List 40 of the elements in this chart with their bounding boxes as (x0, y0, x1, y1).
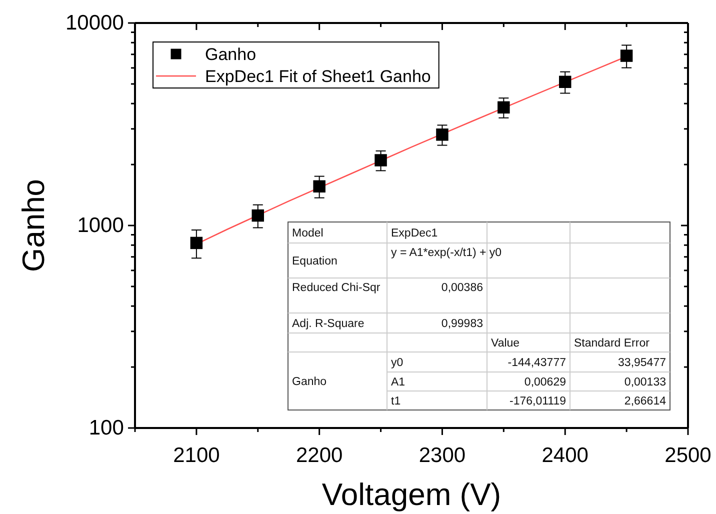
annotation: Reduced Chi-Sqr (292, 282, 380, 294)
annotation: A1 (391, 376, 406, 388)
point (498, 101, 510, 114)
annotation: Adj. R-Square (292, 318, 364, 330)
annotation: Model (292, 228, 324, 240)
annotation: 0,00629 (524, 376, 566, 388)
annotation: Standard Error (574, 338, 650, 350)
x-tick-label: 2500 (664, 444, 712, 468)
x-tick-label: 2200 (296, 444, 343, 468)
legend-label: ExpDec1 Fit of Sheet1 Ganho (205, 67, 431, 86)
x-axis-title: Voltagem (V) (322, 477, 502, 512)
x-tick-label: 2400 (542, 444, 588, 468)
x-tick-label: 2100 (173, 444, 220, 468)
y-axis-title: Ganho (16, 178, 51, 272)
point (558, 76, 572, 88)
annotation: Value (491, 338, 520, 350)
annotation: y0 (391, 357, 404, 369)
annotation: ExpDec1 (391, 228, 438, 240)
point (436, 128, 448, 141)
y-tick-label: 10000 (65, 12, 124, 35)
legend-label: Ganho (205, 45, 256, 64)
point (374, 154, 387, 166)
annotation: -176,01119 (510, 396, 566, 408)
point (620, 50, 633, 62)
y-tick-label: 1000 (77, 214, 124, 238)
annotation: 0,00133 (624, 376, 666, 388)
point (313, 180, 326, 193)
annotation: Equation (292, 256, 338, 268)
annotation: 33,95477 (618, 357, 666, 369)
annotation: Ganho (292, 376, 327, 388)
annotation: -144,43777 (508, 357, 566, 369)
x-tick-label: 2300 (418, 444, 466, 468)
annotation: 2,66614 (624, 396, 667, 408)
point (252, 209, 264, 222)
annotation: y = A1*exp(-x/t1) + y0 (391, 247, 502, 259)
point (190, 236, 203, 250)
annotation: t1 (391, 396, 401, 408)
annotation: 0,99983 (441, 318, 483, 330)
annotation: 0,00386 (441, 282, 483, 294)
y-tick-label: 100 (88, 416, 124, 440)
